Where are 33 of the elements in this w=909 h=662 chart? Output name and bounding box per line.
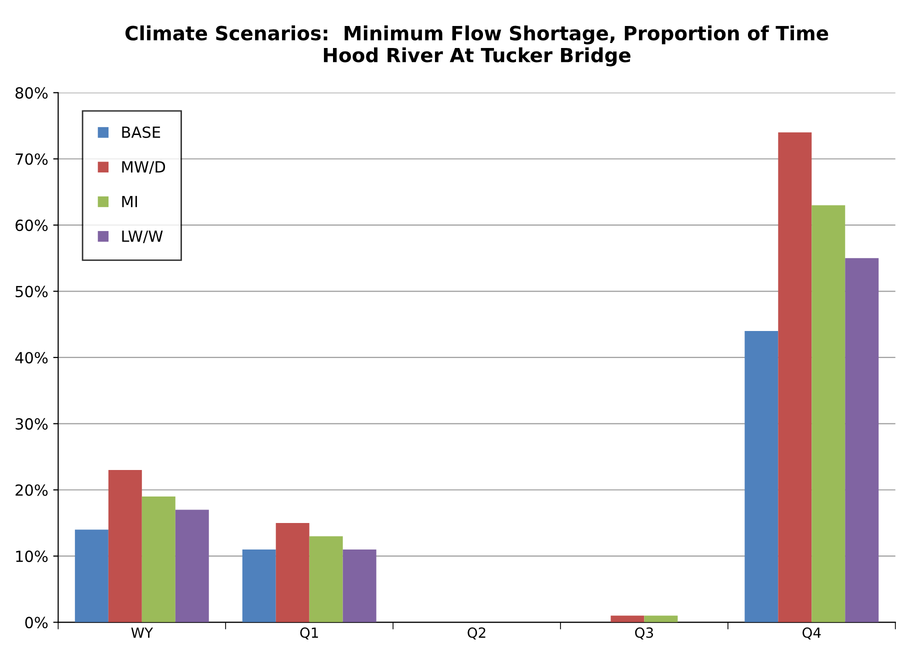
bar	[845, 258, 879, 622]
x-tick-label: WY	[131, 628, 154, 638]
bar	[744, 331, 778, 622]
chart-title: Climate Scenarios: Minimum Flow Shortage, Proportion of Time Hood River At Tucker Bridge	[125, 25, 828, 66]
legend-label: LW/W	[122, 230, 163, 244]
y-tick-label: 10%	[16, 550, 48, 562]
bar	[812, 205, 846, 622]
y-tick-label: 0%	[25, 616, 48, 628]
y-tick-label: 20%	[16, 484, 48, 496]
bar	[242, 549, 276, 622]
y-tick-label: 70%	[16, 153, 48, 165]
bar	[778, 132, 812, 622]
x-tick-label: Q4	[802, 627, 821, 640]
bar	[108, 470, 142, 622]
legend-label: MW/D	[122, 161, 166, 174]
bar	[309, 536, 343, 622]
x-tick-label: Q1	[300, 627, 318, 640]
bar	[610, 616, 644, 622]
legend-label: MI	[122, 196, 137, 208]
bar	[74, 530, 108, 622]
y-tick-label: 60%	[16, 220, 48, 232]
x-tick-label: Q3	[635, 627, 653, 640]
y-tick-label: 50%	[16, 286, 48, 298]
bar	[142, 496, 176, 622]
legend-label: BASE	[122, 126, 160, 138]
bar	[342, 549, 376, 622]
y-tick-label: 80%	[16, 87, 48, 99]
bar	[644, 616, 678, 622]
x-tick-label: Q2	[468, 627, 486, 640]
y-tick-label: 40%	[15, 352, 48, 364]
y-tick-label: 30%	[16, 418, 48, 430]
bar	[276, 522, 310, 622]
bar	[175, 510, 209, 622]
